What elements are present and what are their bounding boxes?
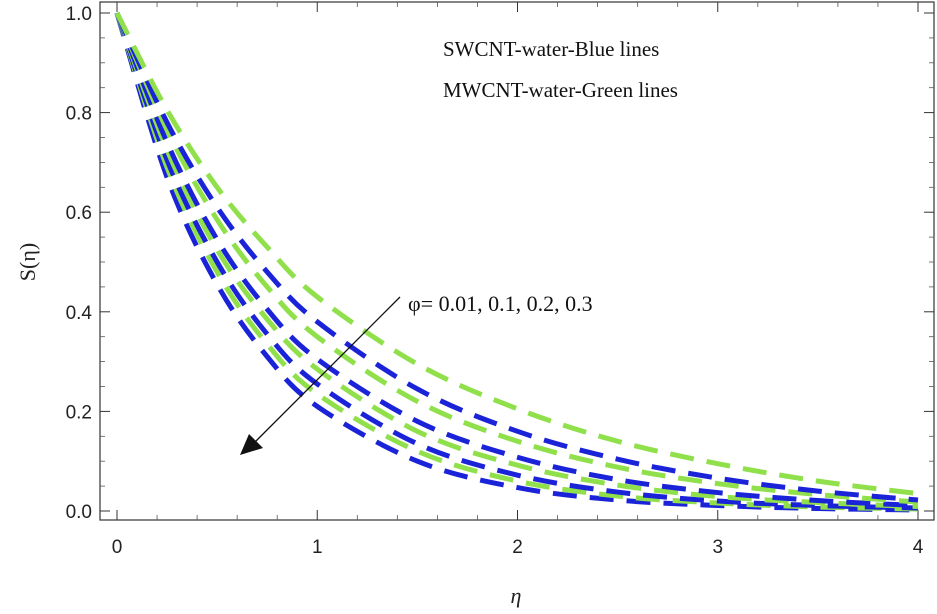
y-tick-label: 0.0 [66,502,92,523]
x-tick-label: 1 [312,537,323,558]
x-tick-label: 4 [913,537,924,558]
tick-labels: 0 1 2 3 4 0.0 0.2 0.4 0.6 0.8 1.0 [66,4,924,558]
x-axis-title: η [511,583,522,608]
y-tick-label: 0.4 [66,303,93,324]
y-tick-label: 0.2 [66,402,92,423]
series-line-blue-7 [114,11,919,503]
legend-swcnt: SWCNT-water-Blue lines [443,37,659,61]
x-tick-label: 0 [112,537,123,558]
series-line-green-4 [114,12,919,510]
annotation-arrow [240,296,401,455]
series-lines [114,11,919,513]
series-line-green-2 [114,12,919,512]
y-tick-label: 1.0 [66,4,92,25]
tick-marks [100,2,934,520]
x-tick-label: 2 [512,537,523,558]
series-line-blue-5 [114,12,919,509]
y-tick-label: 0.8 [66,104,92,125]
y-axis-title: S(η) [15,243,40,281]
legend-mwcnt: MWCNT-water-Green lines [443,78,678,102]
x-tick-label: 3 [712,537,723,558]
series-line-green-8 [114,11,919,497]
y-tick-label: 0.6 [66,203,92,224]
phi-annotation: φ= 0.01, 0.1, 0.2, 0.3 [408,291,593,316]
series-line-green-6 [114,12,919,505]
